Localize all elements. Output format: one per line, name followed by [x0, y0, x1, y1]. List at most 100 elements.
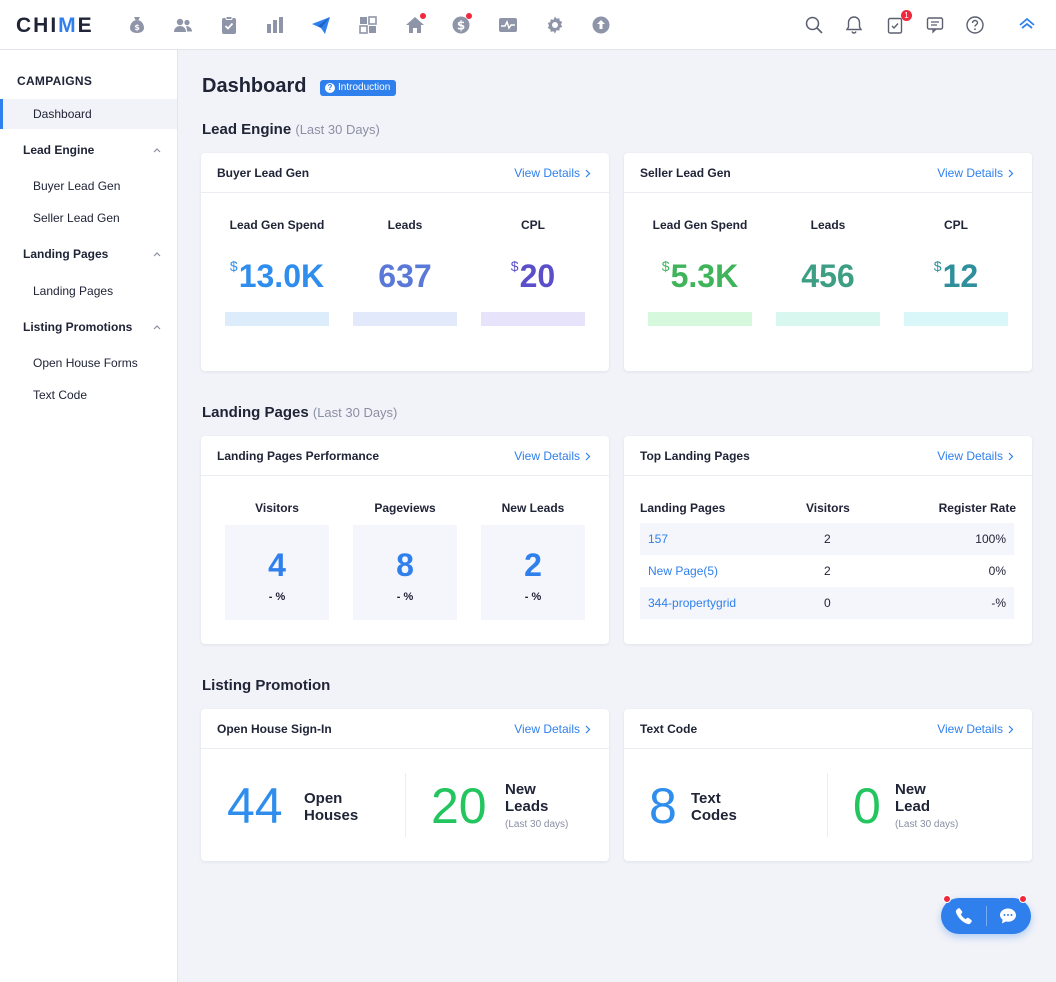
question-icon: ?: [325, 83, 335, 93]
logo-text-end: E: [77, 14, 94, 37]
top-bar: CHIME $ $ 1: [0, 0, 1056, 50]
sidebar-item-label: Dashboard: [33, 107, 92, 121]
section-title-text: Lead Engine: [202, 121, 292, 138]
cpl-value: $12: [904, 258, 1008, 295]
pulse-icon[interactable]: [497, 14, 519, 36]
label-line: Open: [304, 790, 343, 807]
chevron-up-icon: [153, 325, 161, 330]
landing-page-link[interactable]: 157: [648, 532, 669, 546]
chat-icon[interactable]: [998, 906, 1018, 926]
dollar-icon[interactable]: $: [450, 13, 472, 36]
metric-bar: [648, 312, 752, 326]
view-details-link[interactable]: View Details: [514, 449, 591, 463]
pageviews-change: - %: [396, 591, 414, 603]
currency-symbol: $: [661, 258, 670, 274]
card-title: Seller Lead Gen: [640, 166, 731, 180]
section-period: (Last 30 Days): [295, 122, 380, 137]
buyer-lead-gen-card: Buyer Lead Gen View Details Lead Gen Spe…: [201, 153, 609, 371]
card-title: Open House Sign-In: [217, 722, 332, 736]
floating-contact-widget: [941, 895, 1031, 934]
upload-icon[interactable]: [590, 14, 612, 36]
page-title: Dashboard: [202, 75, 307, 97]
gear-icon[interactable]: [544, 14, 566, 36]
sidebar-item-text-code[interactable]: Text Code: [0, 380, 177, 410]
value-text: 13.0K: [238, 258, 325, 294]
value-text: 5.3K: [670, 258, 739, 294]
home-icon[interactable]: [404, 13, 426, 36]
introduction-button[interactable]: ? Introduction: [320, 80, 397, 96]
sidebar-group-landing-pages[interactable]: Landing Pages: [0, 239, 177, 269]
view-details-label: View Details: [514, 449, 580, 463]
view-details-link[interactable]: View Details: [937, 166, 1014, 180]
text-code-card: Text Code View Details 8 Text Codes 0 Ne…: [624, 709, 1032, 861]
table-row: 157 2 100%: [640, 523, 1014, 555]
metric-bar: [225, 312, 329, 326]
lead-gen-spend-label: Lead Gen Spend: [652, 218, 748, 232]
sidebar-item-seller-lead-gen[interactable]: Seller Lead Gen: [0, 203, 177, 233]
home-notification-dot: [420, 13, 426, 19]
view-details-label: View Details: [514, 166, 580, 180]
sidebar-item-landing-pages[interactable]: Landing Pages: [0, 276, 177, 306]
new-leads-change: - %: [524, 591, 542, 603]
open-houses-count: 44: [227, 778, 283, 834]
logo-text: CHI: [16, 14, 59, 37]
bar-chart-icon[interactable]: [264, 14, 286, 36]
value-text: 12: [942, 258, 979, 294]
table-row: New Page(5) 2 0%: [640, 555, 1014, 587]
cpl-value: $20: [481, 258, 585, 295]
new-leads-label: New Leads: [501, 501, 565, 515]
divider: [405, 773, 406, 837]
column-header-register-rate: Register Rate: [938, 501, 1016, 515]
landing-page-link[interactable]: 344-propertygrid: [648, 596, 737, 610]
leads-label: Leads: [810, 218, 846, 232]
view-details-link[interactable]: View Details: [514, 166, 591, 180]
chime-logo[interactable]: CHIME: [16, 14, 94, 38]
cpl-label: CPL: [521, 218, 545, 232]
dollar-notification-dot: [466, 13, 472, 19]
sidebar-group-lead-engine[interactable]: Lead Engine: [0, 135, 177, 165]
label-line: Text: [691, 790, 721, 807]
dashboard-grid-icon[interactable]: [357, 14, 379, 36]
sidebar-group-listing-promotions[interactable]: Listing Promotions: [0, 312, 177, 342]
leads-value: 637: [378, 258, 432, 294]
clipboard-icon[interactable]: [218, 14, 240, 36]
new-leads-tile: 2 - %: [481, 525, 585, 620]
lead-gen-spend-value: $13.0K: [225, 258, 329, 295]
sidebar-group-label: Listing Promotions: [23, 320, 133, 334]
top-landing-pages-card: Top Landing Pages View Details Landing P…: [624, 436, 1032, 644]
help-icon[interactable]: [964, 14, 986, 36]
view-details-link[interactable]: View Details: [937, 722, 1014, 736]
view-details-link[interactable]: View Details: [514, 722, 591, 736]
label-line: Houses: [304, 807, 359, 824]
search-icon[interactable]: [803, 14, 825, 36]
send-icon[interactable]: [310, 14, 332, 36]
phone-icon[interactable]: [954, 906, 974, 926]
money-bag-icon[interactable]: $: [126, 14, 148, 36]
label-line: Codes: [691, 807, 737, 824]
sidebar-item-label: Buyer Lead Gen: [33, 179, 121, 193]
tasks-icon[interactable]: 1: [884, 10, 912, 36]
view-details-label: View Details: [937, 449, 1003, 463]
pageviews-label: Pageviews: [374, 501, 436, 515]
chevron-right-icon: [1008, 169, 1014, 177]
sidebar-item-buyer-lead-gen[interactable]: Buyer Lead Gen: [0, 171, 177, 201]
logo-accent: M: [58, 14, 78, 37]
people-icon[interactable]: [172, 14, 194, 36]
sidebar-group-label: Landing Pages: [23, 247, 109, 261]
view-details-link[interactable]: View Details: [937, 449, 1014, 463]
section-period: (Last 30 Days): [312, 405, 398, 420]
section-title-landing-pages: Landing Pages (Last 30 Days): [202, 404, 397, 421]
metric-bar: [353, 312, 457, 326]
chevron-up-icon: [153, 148, 161, 153]
landing-page-link[interactable]: New Page(5): [648, 564, 719, 578]
home-app-icon[interactable]: [1016, 14, 1038, 36]
label-line: Leads: [505, 798, 549, 815]
sidebar-item-open-house-forms[interactable]: Open House Forms: [0, 348, 177, 378]
new-leads-count: 20: [431, 778, 487, 834]
register-rate-cell: 0%: [988, 564, 1006, 578]
message-board-icon[interactable]: [924, 14, 946, 36]
sidebar-item-dashboard[interactable]: Dashboard: [0, 99, 177, 129]
new-lead-count: 0: [853, 778, 881, 834]
view-details-label: View Details: [937, 166, 1003, 180]
bell-icon[interactable]: [843, 14, 865, 36]
